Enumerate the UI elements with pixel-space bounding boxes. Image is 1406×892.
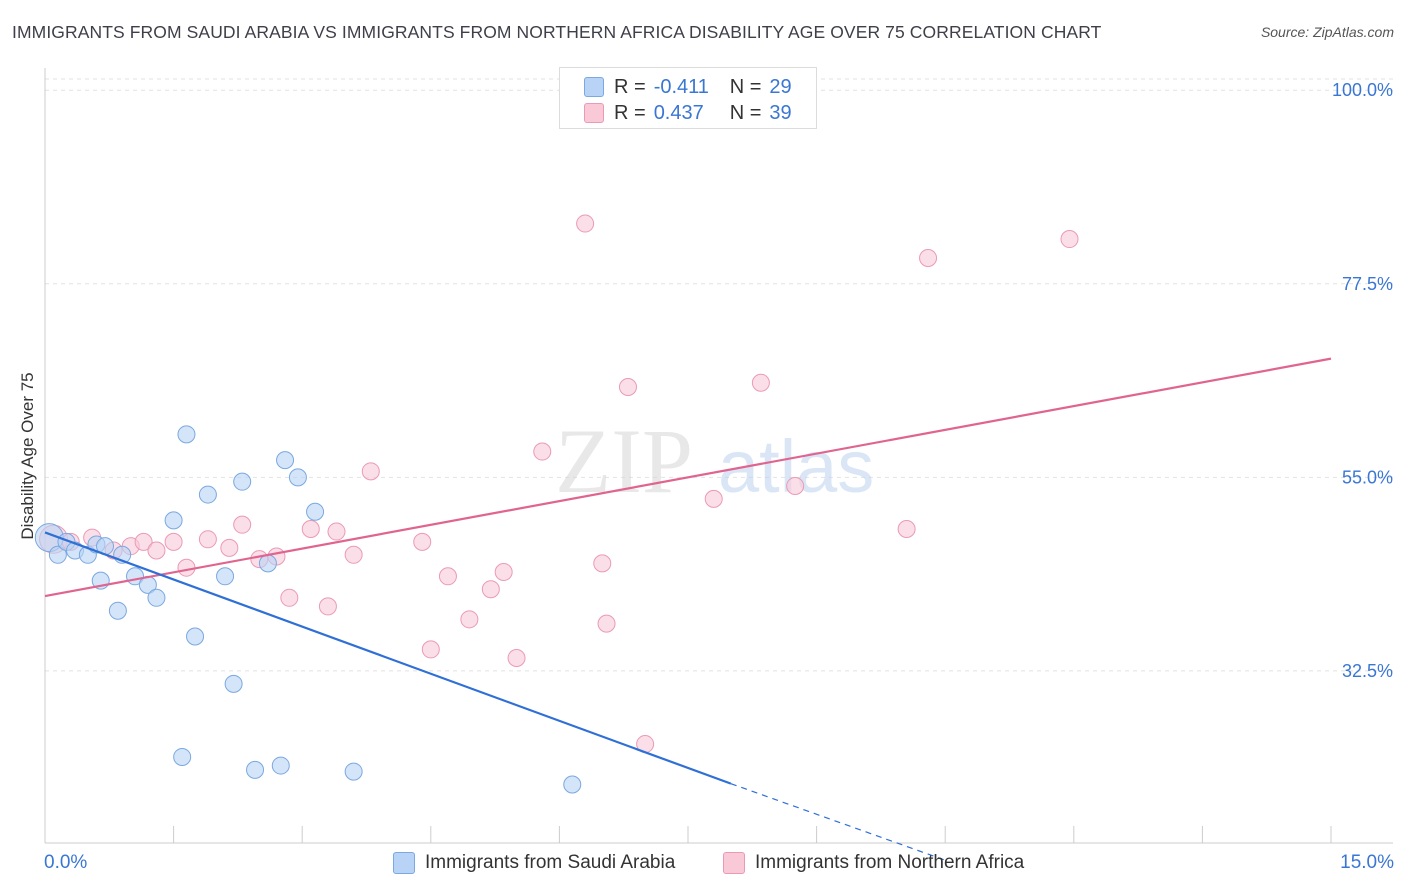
grid-lines [45, 78, 1393, 672]
legend-row-northern-africa: R = 0.437 N = 39 [584, 100, 792, 126]
northern-africa-point [533, 442, 552, 461]
saudi-arabia-point [173, 747, 192, 766]
northern-africa-point [177, 558, 196, 577]
northern-africa-point [421, 640, 440, 659]
r-value: -0.411 [653, 75, 709, 98]
northern-africa-point [361, 462, 380, 481]
northern-africa-point [280, 588, 299, 607]
r-value: 0.437 [653, 101, 704, 124]
blue-swatch [584, 77, 604, 97]
y-tick-label: 55.0% [1342, 467, 1393, 487]
saudi-arabia-point [48, 545, 67, 564]
saudi-arabia-point [288, 468, 307, 487]
pink-swatch [723, 852, 745, 874]
series-legend: Immigrants from Saudi Arabia Immigrants … [0, 852, 1406, 878]
legend-item-saudi-arabia[interactable]: Immigrants from Saudi Arabia [393, 852, 675, 874]
y-tick-labels: 32.5% 55.0% 77.5% 100.0% [1332, 80, 1393, 681]
saudi-arabia-point [147, 588, 166, 607]
saudi-arabia-point [186, 627, 205, 646]
northern-africa-point [233, 515, 252, 534]
northern-africa-point [919, 248, 938, 267]
x-tick-label-min: 0.0% [44, 852, 88, 873]
legend-label: Immigrants from Northern Africa [755, 852, 1025, 873]
r-label: R = [614, 75, 646, 98]
northern-africa-point [413, 532, 432, 551]
n-value: 29 [769, 75, 792, 98]
saudi-arabia-trend-extension [730, 783, 946, 861]
n-value: 39 [769, 101, 792, 124]
northern-africa-point [327, 522, 346, 541]
northern-africa-point [786, 476, 805, 495]
saudi-arabia-point [108, 601, 127, 620]
saudi-arabia-point [216, 567, 235, 586]
y-tick-label: 77.5% [1342, 274, 1393, 294]
saudi-arabia-point [164, 511, 183, 530]
northern-africa-point [220, 538, 239, 557]
northern-africa-point [897, 519, 916, 538]
y-axis-label: Disability Age Over 75 [18, 372, 37, 539]
northern-africa-point [494, 562, 513, 581]
n-label: N = [729, 75, 762, 98]
northern-africa-point [481, 580, 500, 599]
saudi-arabia-trend-line [44, 531, 732, 785]
r-label: R = [614, 101, 646, 124]
saudi-arabia-point [224, 674, 243, 693]
saudi-arabia-point [276, 451, 295, 470]
saudi-arabia-point [563, 775, 582, 794]
legend-label: Immigrants from Saudi Arabia [425, 852, 676, 873]
saudi-arabia-point [177, 425, 196, 444]
blue-swatch [393, 852, 415, 874]
northern-africa-point [164, 532, 183, 551]
northern-africa-point [344, 545, 363, 564]
northern-africa-point [704, 489, 723, 508]
legend-item-northern-africa[interactable]: Immigrants from Northern Africa [723, 852, 1024, 874]
northern-africa-point [597, 614, 616, 633]
northern-africa-point [593, 554, 612, 573]
northern-africa-point [751, 373, 770, 392]
y-tick-label: 32.5% [1342, 661, 1393, 681]
saudi-arabia-point [306, 502, 325, 521]
saudi-arabia-point [258, 554, 277, 573]
northern-africa-point [460, 610, 479, 629]
n-label: N = [729, 101, 762, 124]
northern-africa-point [318, 597, 337, 616]
correlation-legend: R = -0.411 N = 29 R = 0.437 N = 39 [559, 67, 817, 129]
northern-africa-point [618, 378, 637, 397]
legend-row-saudi-arabia: R = -0.411 N = 29 [584, 74, 792, 100]
chart-title: IMMIGRANTS FROM SAUDI ARABIA VS IMMIGRAN… [12, 22, 1102, 42]
northern-africa-trend-line [44, 357, 1332, 598]
northern-africa-point [438, 567, 457, 586]
saudi-arabia-points [34, 425, 582, 794]
source-label: Source: ZipAtlas.com [1260, 24, 1394, 40]
northern-africa-point [1060, 230, 1079, 249]
saudi-arabia-point [233, 472, 252, 491]
saudi-arabia-point [344, 762, 363, 781]
watermark-zip: ZIP [555, 410, 693, 512]
x-tick-label-max: 15.0% [1340, 852, 1394, 873]
axes [44, 68, 1393, 844]
pink-swatch [584, 103, 604, 123]
northern-africa-point [301, 519, 320, 538]
northern-africa-point [507, 649, 526, 668]
saudi-arabia-point [271, 756, 290, 775]
trend-lines [44, 357, 1332, 861]
saudi-arabia-point [246, 760, 265, 779]
northern-africa-point [576, 214, 595, 233]
y-tick-label: 100.0% [1332, 80, 1393, 100]
northern-africa-point [147, 541, 166, 560]
saudi-arabia-point [198, 485, 217, 504]
northern-africa-point [134, 532, 153, 551]
northern-africa-point [198, 530, 217, 549]
